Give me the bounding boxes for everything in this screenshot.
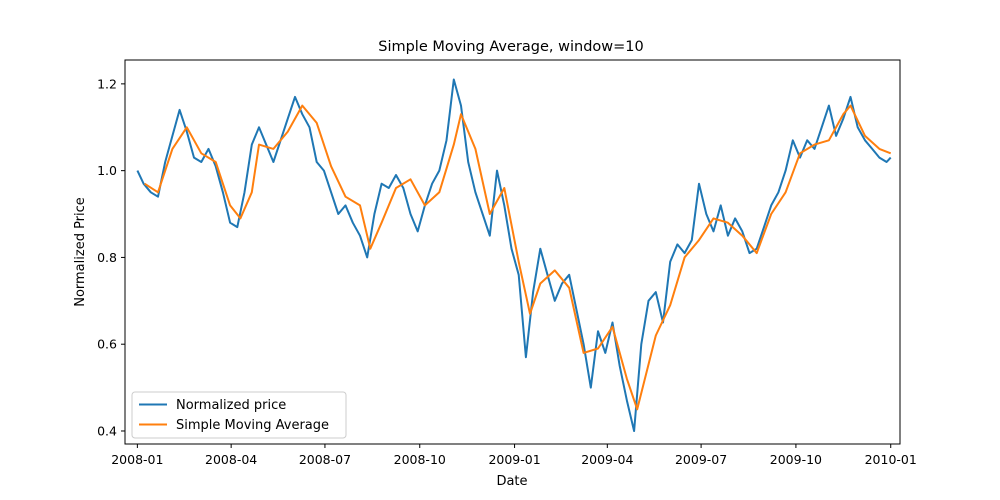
legend-box bbox=[131, 391, 347, 439]
legend-label-sma: Simple Moving Average bbox=[176, 418, 329, 433]
x-tick-label: 2010-01 bbox=[865, 452, 917, 467]
legend: Normalized price Simple Moving Average bbox=[131, 391, 347, 439]
plot-content bbox=[136, 78, 892, 432]
chart-title: Simple Moving Average, window=10 bbox=[378, 39, 644, 55]
x-tick-label: 2009-10 bbox=[770, 452, 822, 467]
y-tick-label: 1.2 bbox=[97, 76, 117, 91]
x-tick-label: 2009-01 bbox=[488, 452, 540, 467]
plot-area-frame bbox=[124, 59, 901, 445]
x-tick-label: 2009-04 bbox=[581, 452, 633, 467]
x-tick-label: 2008-07 bbox=[299, 452, 351, 467]
series-line-simple-moving-average bbox=[144, 104, 892, 411]
legend-label-normalized-price: Normalized price bbox=[176, 398, 286, 413]
y-axis: 0.4 0.6 0.8 1.0 1.2 bbox=[97, 76, 125, 438]
y-axis-label: Normalized Price bbox=[73, 197, 88, 307]
series-line-normalized-price bbox=[136, 78, 892, 432]
y-tick-label: 0.4 bbox=[97, 423, 117, 438]
y-tick-label: 0.6 bbox=[97, 337, 117, 352]
x-tick-label: 2008-04 bbox=[205, 452, 257, 467]
x-axis-label: Date bbox=[496, 474, 527, 489]
x-axis: 2008-01 2008-04 2008-07 2008-10 2009-01 2009-… bbox=[111, 444, 917, 467]
x-tick-label: 2008-01 bbox=[111, 452, 163, 467]
y-tick-label: 1.0 bbox=[97, 163, 117, 178]
x-tick-label: 2008-10 bbox=[394, 452, 446, 467]
y-tick-label: 0.8 bbox=[97, 250, 117, 265]
x-tick-label: 2009-07 bbox=[675, 452, 727, 467]
